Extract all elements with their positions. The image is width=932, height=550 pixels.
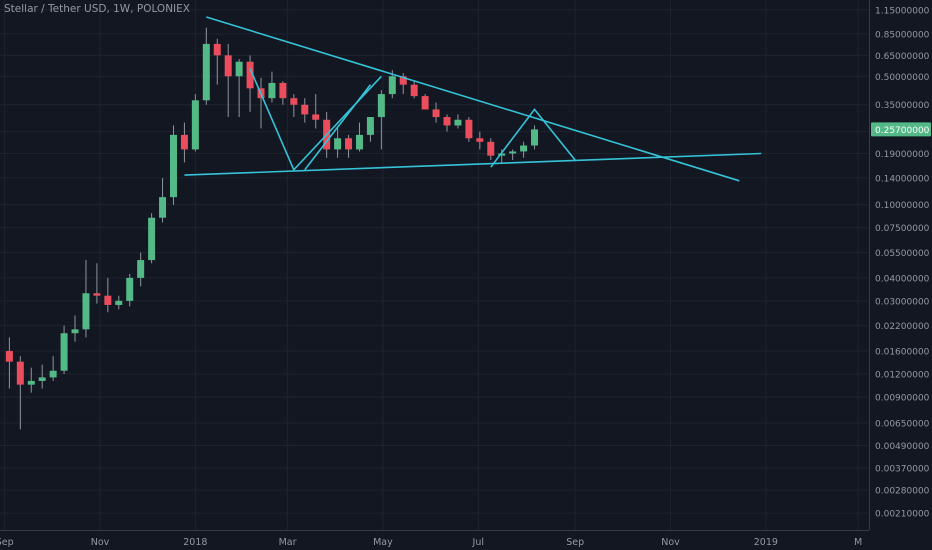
y-tick-label: 0.85000000 [875,30,930,40]
current-price-label: 0.25700000 [875,126,930,136]
y-tick-label: 0.00650000 [875,419,930,429]
candle-down [410,84,418,97]
candle-up [509,151,517,154]
candle-down [180,134,188,150]
candle-down [465,119,473,139]
resistance-line[interactable] [206,16,740,182]
candle-up [82,293,90,330]
candle-down [432,109,440,118]
candle-down [224,55,232,77]
candle-down [345,138,353,150]
candle-up [235,61,243,77]
candle-down [312,114,320,120]
candle-down [279,82,287,99]
y-tick-label: 0.05500000 [875,249,930,259]
candle-up [159,197,167,218]
current-price-badge [871,122,931,137]
candle-down [93,293,101,296]
y-tick-label: 1.15000000 [875,6,930,16]
candle-up [60,333,68,371]
x-tick-label: Sep [0,537,14,548]
candle-up [49,370,57,378]
candle-up [377,94,385,118]
support-line[interactable] [184,152,762,176]
candle-up [454,119,462,126]
candle-up [202,43,210,101]
y-tick-label: 0.10000000 [875,201,930,211]
candle-up [334,138,342,150]
chart-title: Stellar / Tether USD, 1W, POLONIEX [4,3,190,15]
y-tick-label: 0.14000000 [875,174,930,184]
x-tick-label: 2019 [754,537,778,548]
y-tick-label: 0.00900000 [875,393,930,403]
x-tick-label: 2018 [183,537,207,548]
candle-up [268,82,276,99]
candle-up [115,300,123,305]
candle-down [399,76,407,85]
candle-down [421,96,429,110]
x-tick-label: Jul [472,537,484,548]
candle-down [213,43,221,56]
y-tick-label: 0.01600000 [875,348,930,358]
candle-up [71,329,79,334]
candle-down [290,98,298,105]
candle-up [366,117,374,135]
x-tick-label: M [854,537,862,548]
candle-down [301,104,309,115]
candle-up [169,134,177,198]
candle-up [137,260,145,278]
y-tick-label: 0.07500000 [875,224,930,234]
candle-up [388,76,396,95]
zigzag-right[interactable] [490,108,576,168]
candle-down [487,141,495,156]
candle-up [191,100,199,150]
x-tick-label: Nov [661,537,680,548]
candle-up [27,380,35,385]
candle-down [246,61,254,89]
y-tick-label: 0.04000000 [875,274,930,284]
candle-down [5,351,13,362]
y-tick-label: 0.00210000 [875,510,930,520]
y-tick-label: 0.01200000 [875,370,930,380]
candle-down [16,361,24,385]
y-tick-label: 0.65000000 [875,52,930,62]
x-tick-label: May [373,537,393,548]
candle-down [476,138,484,142]
time-axis-bg [0,531,869,550]
candle-down [104,295,112,305]
candle-up [520,145,528,152]
y-tick-label: 0.02200000 [875,322,930,332]
zigzag-inner[interactable] [304,84,372,171]
y-tick-label: 0.00490000 [875,442,930,452]
x-tick-label: Nov [91,537,110,548]
x-tick-label: Mar [279,537,297,548]
x-tick-label: Sep [566,537,584,548]
candle-up [498,153,506,156]
candle-up [355,134,363,150]
y-tick-label: 0.00370000 [875,464,930,474]
candle-up [148,217,156,261]
y-tick-label: 0.19000000 [875,150,930,160]
candle-up [126,277,134,301]
y-tick-label: 0.03000000 [875,297,930,307]
y-tick-label: 0.50000000 [875,73,930,83]
y-tick-label: 0.35000000 [875,101,930,111]
candle-down [443,117,451,126]
y-tick-label: 0.00280000 [875,487,930,497]
candle-up [38,377,46,381]
candle-up [531,129,539,146]
price-axis-bg [870,0,932,550]
